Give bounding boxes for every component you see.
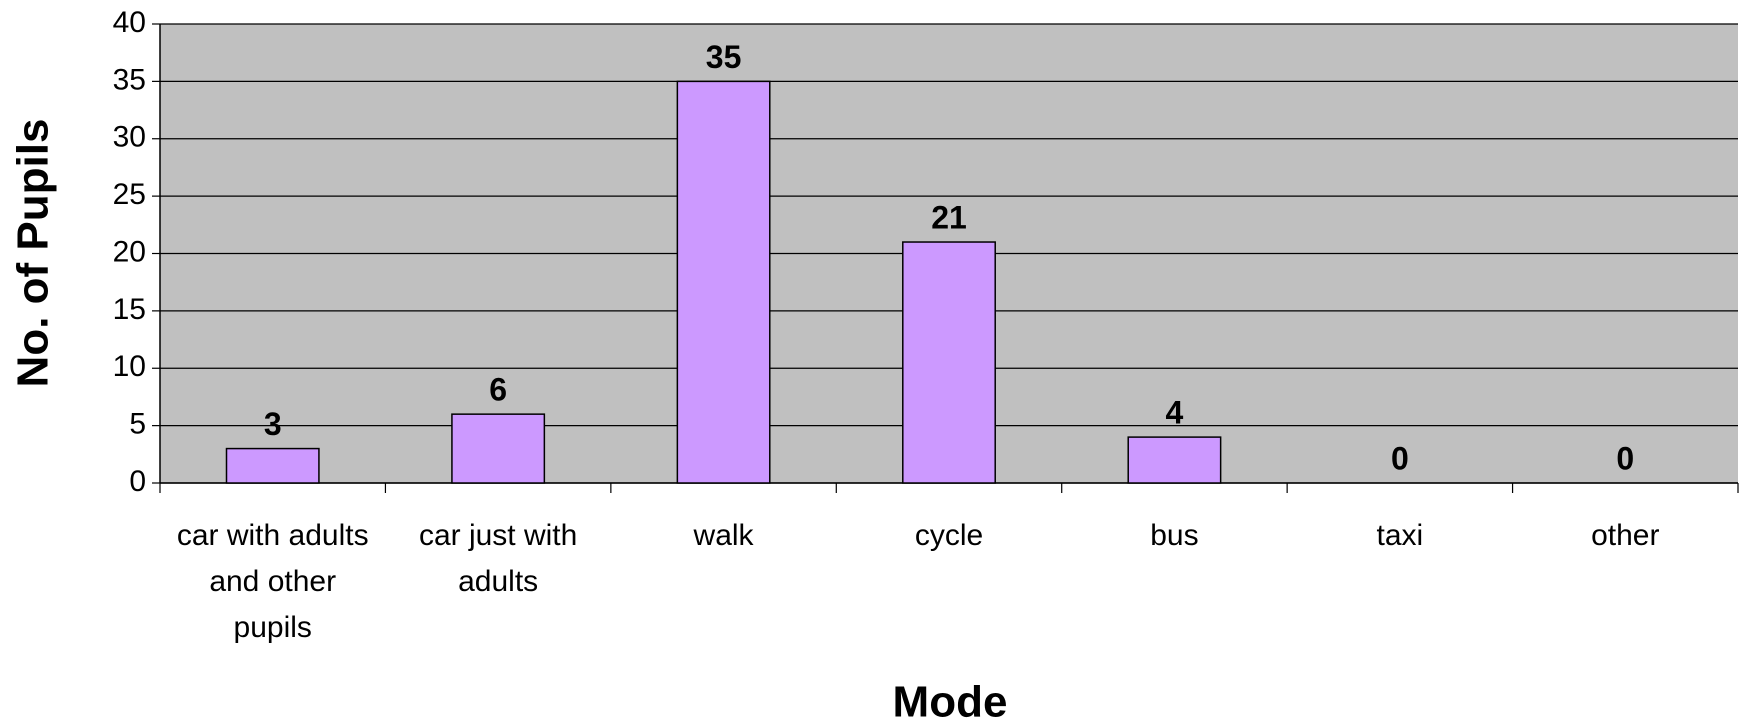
- data-label: 0: [1391, 440, 1409, 476]
- y-tick-label: 15: [113, 293, 146, 326]
- y-axis-title: No. of Pupils: [9, 119, 58, 388]
- data-label: 4: [1166, 395, 1184, 431]
- x-tick-label-box: car with adults and other pupils: [176, 519, 369, 644]
- x-tick-label: car just with adults: [418, 519, 578, 598]
- x-tick-label-box: car just with adults: [418, 519, 578, 598]
- data-label: 35: [706, 39, 742, 75]
- data-label: 0: [1616, 440, 1634, 476]
- data-label: 21: [931, 199, 967, 235]
- y-tick-label: 5: [129, 408, 146, 441]
- x-tick-label-box: taxi: [1376, 519, 1424, 552]
- x-tick-label-box: bus: [1150, 519, 1199, 552]
- bar: [225, 447, 320, 484]
- bar: [902, 241, 996, 484]
- data-label: 6: [489, 372, 507, 408]
- y-tick-label: 40: [113, 6, 146, 39]
- bar: [676, 80, 771, 484]
- x-axis-title: Mode: [893, 678, 1008, 726]
- y-tick-label: 30: [113, 121, 146, 154]
- x-tick-label: cycle: [914, 519, 984, 552]
- x-tick-label-box: cycle: [914, 519, 984, 552]
- y-tick-label: 35: [113, 63, 146, 96]
- x-tick-label: other: [1591, 519, 1660, 552]
- x-tick-label: walk: [693, 519, 754, 552]
- x-tick-label: car with adults and other pupils: [176, 519, 369, 644]
- y-tick-label: 25: [113, 178, 146, 211]
- y-tick-label: 0: [129, 465, 146, 498]
- x-tick-label: taxi: [1376, 519, 1424, 552]
- y-tick-label: 20: [113, 235, 146, 268]
- x-tick-label: bus: [1150, 519, 1199, 552]
- data-label: 3: [264, 406, 282, 442]
- bar: [1127, 436, 1222, 484]
- x-tick-label-box: walk: [693, 519, 754, 552]
- bar: [451, 413, 546, 484]
- x-tick-label-box: other: [1591, 519, 1660, 552]
- y-tick-label: 10: [113, 350, 146, 383]
